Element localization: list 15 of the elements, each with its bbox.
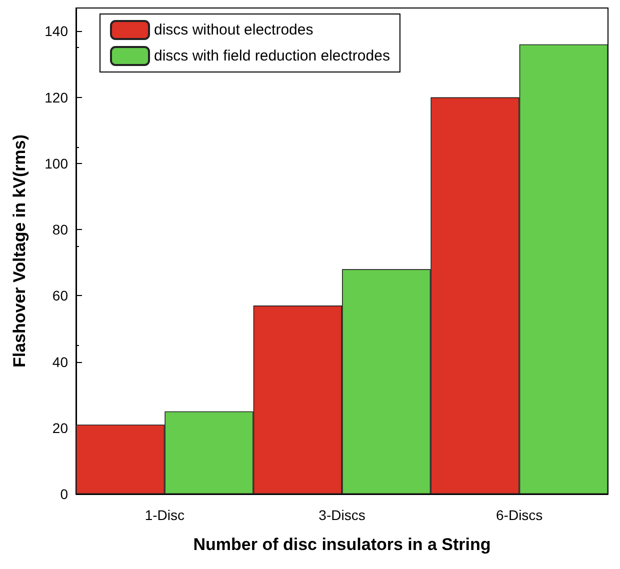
y-tick-label: 120 — [44, 89, 68, 106]
x-tick-label: 6-Discs — [496, 507, 543, 523]
x-tick-label: 1-Disc — [144, 507, 185, 523]
y-tick-label: 80 — [52, 222, 68, 238]
y-tick-label: 60 — [52, 288, 68, 304]
y-tick-label: 0 — [60, 486, 68, 502]
legend-label: discs with field reduction electrodes — [154, 48, 390, 64]
y-tick-label: 20 — [52, 420, 68, 436]
y-tick-label: 140 — [44, 23, 68, 40]
y-axis-title: Flashover Voltage in kV(rms) — [10, 134, 29, 368]
x-tick-label: 3-Discs — [318, 507, 366, 523]
legend-label: discs without electrodes — [154, 22, 314, 38]
x-axis-title: Number of disc insulators in a String — [193, 535, 491, 554]
y-tick-label: 100 — [44, 155, 68, 172]
y-tick-label: 40 — [52, 354, 68, 370]
